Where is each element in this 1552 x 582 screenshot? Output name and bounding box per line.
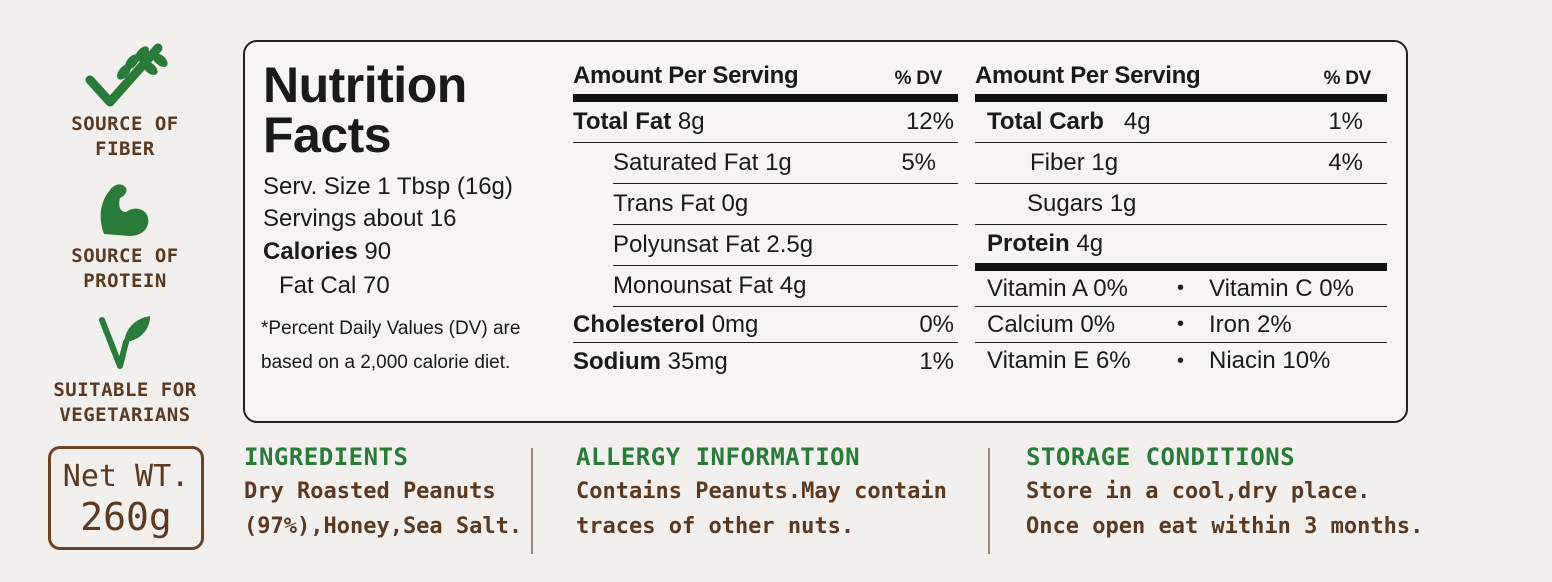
sugars: Sugars 1g — [1027, 190, 1137, 217]
servings-per-container: Servings about 16 — [263, 205, 457, 232]
iron: Iron 2% — [1209, 310, 1292, 338]
fiber-dv: 4% — [1328, 149, 1363, 176]
bullet: • — [1177, 313, 1185, 335]
ingredients-line1: Dry Roasted Peanuts — [244, 479, 496, 504]
vitamin-c: Vitamin C 0% — [1209, 274, 1354, 302]
trans-fat: Trans Fat 0g — [613, 190, 749, 217]
badge-fiber-line1: SOURCE OF — [71, 113, 179, 135]
vitamin-row-2: Calcium 0% • Iron 2% — [975, 307, 1387, 343]
row-protein: Protein 4g — [975, 225, 1387, 263]
ingredients-line2: (97%),Honey,Sea Salt. — [244, 514, 523, 539]
fat-calories: Fat Cal 70 — [279, 272, 390, 299]
allergy-heading: ALLERGY INFORMATION — [576, 443, 861, 471]
dv-heading-right: % DV — [1323, 68, 1372, 89]
badge-vegetarian: SUITABLE FOR VEGETARIANS — [40, 312, 210, 428]
ingredients-section: INGREDIENTS Dry Roasted Peanuts (97%),Ho… — [244, 440, 522, 544]
niacin: Niacin 10% — [1209, 347, 1331, 374]
amount-per-serving-heading-right: Amount Per Serving — [975, 62, 1201, 89]
thick-rule-vitamins — [975, 263, 1387, 271]
nutrients-left-column: Amount Per Serving % DV Total Fat 8g 12%… — [573, 54, 958, 381]
storage-line1: Store in a cool,dry place. — [1026, 479, 1371, 504]
column-header-right: Amount Per Serving % DV — [975, 54, 1387, 90]
section-divider — [988, 448, 990, 554]
title-line2: Facts — [263, 107, 392, 163]
badge-vegetarian-line2: VEGETARIANS — [59, 404, 191, 426]
total-fat-label: Total Fat — [573, 108, 672, 135]
calories-value: 90 — [364, 238, 392, 265]
sodium-label: Sodium — [573, 348, 661, 375]
row-monounsat-fat: Monounsat Fat 4g — [613, 266, 958, 307]
cholesterol-value: 0mg — [711, 310, 759, 338]
net-weight-value: 260g — [80, 495, 172, 539]
calcium: Calcium 0% — [987, 310, 1116, 338]
total-carb-label: Total Carb — [987, 108, 1104, 135]
serving-size: Serv. Size 1 Tbsp (16g) — [263, 173, 513, 200]
dv-heading: % DV — [894, 68, 943, 89]
bullet: • — [1177, 277, 1185, 299]
total-carb-dv: 1% — [1328, 108, 1363, 135]
vitamin-row-3: Vitamin E 6% • Niacin 10% — [975, 343, 1387, 379]
badge-vegetarian-line1: SUITABLE FOR — [53, 379, 197, 401]
vitamin-row-1: Vitamin A 0% • Vitamin C 0% — [975, 271, 1387, 307]
row-total-fat: Total Fat 8g 12% — [573, 102, 958, 143]
net-weight-label: Net WT. — [62, 459, 190, 494]
calories: Calories 90 — [263, 237, 391, 267]
nutrition-facts-title: Nutrition Facts — [263, 60, 467, 160]
sodium-dv: 1% — [919, 348, 954, 375]
title-line1: Nutrition — [263, 57, 467, 113]
vitamin-e: Vitamin E 6% — [987, 347, 1131, 374]
row-sugars: Sugars 1g — [975, 184, 1387, 225]
row-fiber: Fiber 1g 4% — [975, 143, 1387, 184]
thick-rule-right — [975, 94, 1387, 102]
dv-footnote: *Percent Daily Values (DV) are based on … — [261, 318, 521, 373]
protein-value: 4g — [1076, 230, 1104, 257]
badge-fiber: SOURCE OF FIBER — [40, 40, 210, 162]
ingredients-heading: INGREDIENTS — [244, 443, 409, 471]
cholesterol-dv: 0% — [919, 310, 954, 338]
total-fat-value: 8g — [677, 108, 705, 135]
saturated-fat: Saturated Fat 1g — [613, 149, 792, 176]
polyunsat-fat: Polyunsat Fat 2.5g — [613, 231, 814, 258]
vitamin-a: Vitamin A 0% — [987, 274, 1128, 302]
total-fat-dv: 12% — [905, 108, 954, 135]
section-divider — [531, 448, 533, 554]
storage-line2: Once open eat within 3 months. — [1026, 514, 1424, 539]
nutrition-facts-panel: Nutrition Facts Serv. Size 1 Tbsp (16g) … — [243, 40, 1408, 423]
row-saturated-fat: Saturated Fat 1g 5% — [613, 143, 958, 184]
fiber: Fiber 1g — [1030, 149, 1119, 176]
badge-protein: SOURCE OF PROTEIN — [40, 178, 210, 294]
calories-label: Calories — [263, 238, 358, 265]
row-polyunsat-fat: Polyunsat Fat 2.5g — [613, 225, 958, 266]
protein-label: Protein — [987, 230, 1070, 257]
amount-per-serving-heading: Amount Per Serving — [573, 62, 799, 89]
cholesterol-label: Cholesterol — [573, 310, 706, 338]
allergy-section: ALLERGY INFORMATION Contains Peanuts.May… — [576, 440, 947, 544]
thick-rule — [573, 94, 958, 102]
nutrients-right-column: Amount Per Serving % DV Total Carb 4g 1%… — [975, 54, 1387, 379]
storage-section: STORAGE CONDITIONS Store in a cool,dry p… — [1026, 440, 1423, 544]
allergy-line2: traces of other nuts. — [576, 514, 855, 539]
allergy-line1: Contains Peanuts.May contain — [576, 479, 947, 504]
row-sodium: Sodium 35mg 1% — [573, 343, 958, 381]
row-trans-fat: Trans Fat 0g — [613, 184, 958, 225]
net-weight-box: Net WT. 260g — [48, 446, 204, 550]
badge-fiber-line2: FIBER — [95, 138, 155, 160]
storage-heading: STORAGE CONDITIONS — [1026, 443, 1296, 471]
saturated-fat-dv: 5% — [901, 149, 936, 176]
row-cholesterol: Cholesterol 0mg 0% — [573, 307, 958, 343]
monounsat-fat: Monounsat Fat 4g — [613, 272, 807, 299]
leaf-v-icon — [99, 316, 150, 369]
sodium-value: 35mg — [667, 348, 728, 375]
row-total-carb: Total Carb 4g 1% — [975, 102, 1387, 143]
column-header: Amount Per Serving % DV — [573, 54, 958, 90]
wheat-check-icon — [85, 43, 168, 107]
badge-protein-line2: PROTEIN — [83, 270, 167, 292]
badge-protein-line1: SOURCE OF — [71, 245, 179, 267]
total-carb-value: 4g — [1123, 108, 1151, 135]
bullet: • — [1177, 349, 1185, 372]
flexed-arm-icon — [100, 184, 149, 236]
